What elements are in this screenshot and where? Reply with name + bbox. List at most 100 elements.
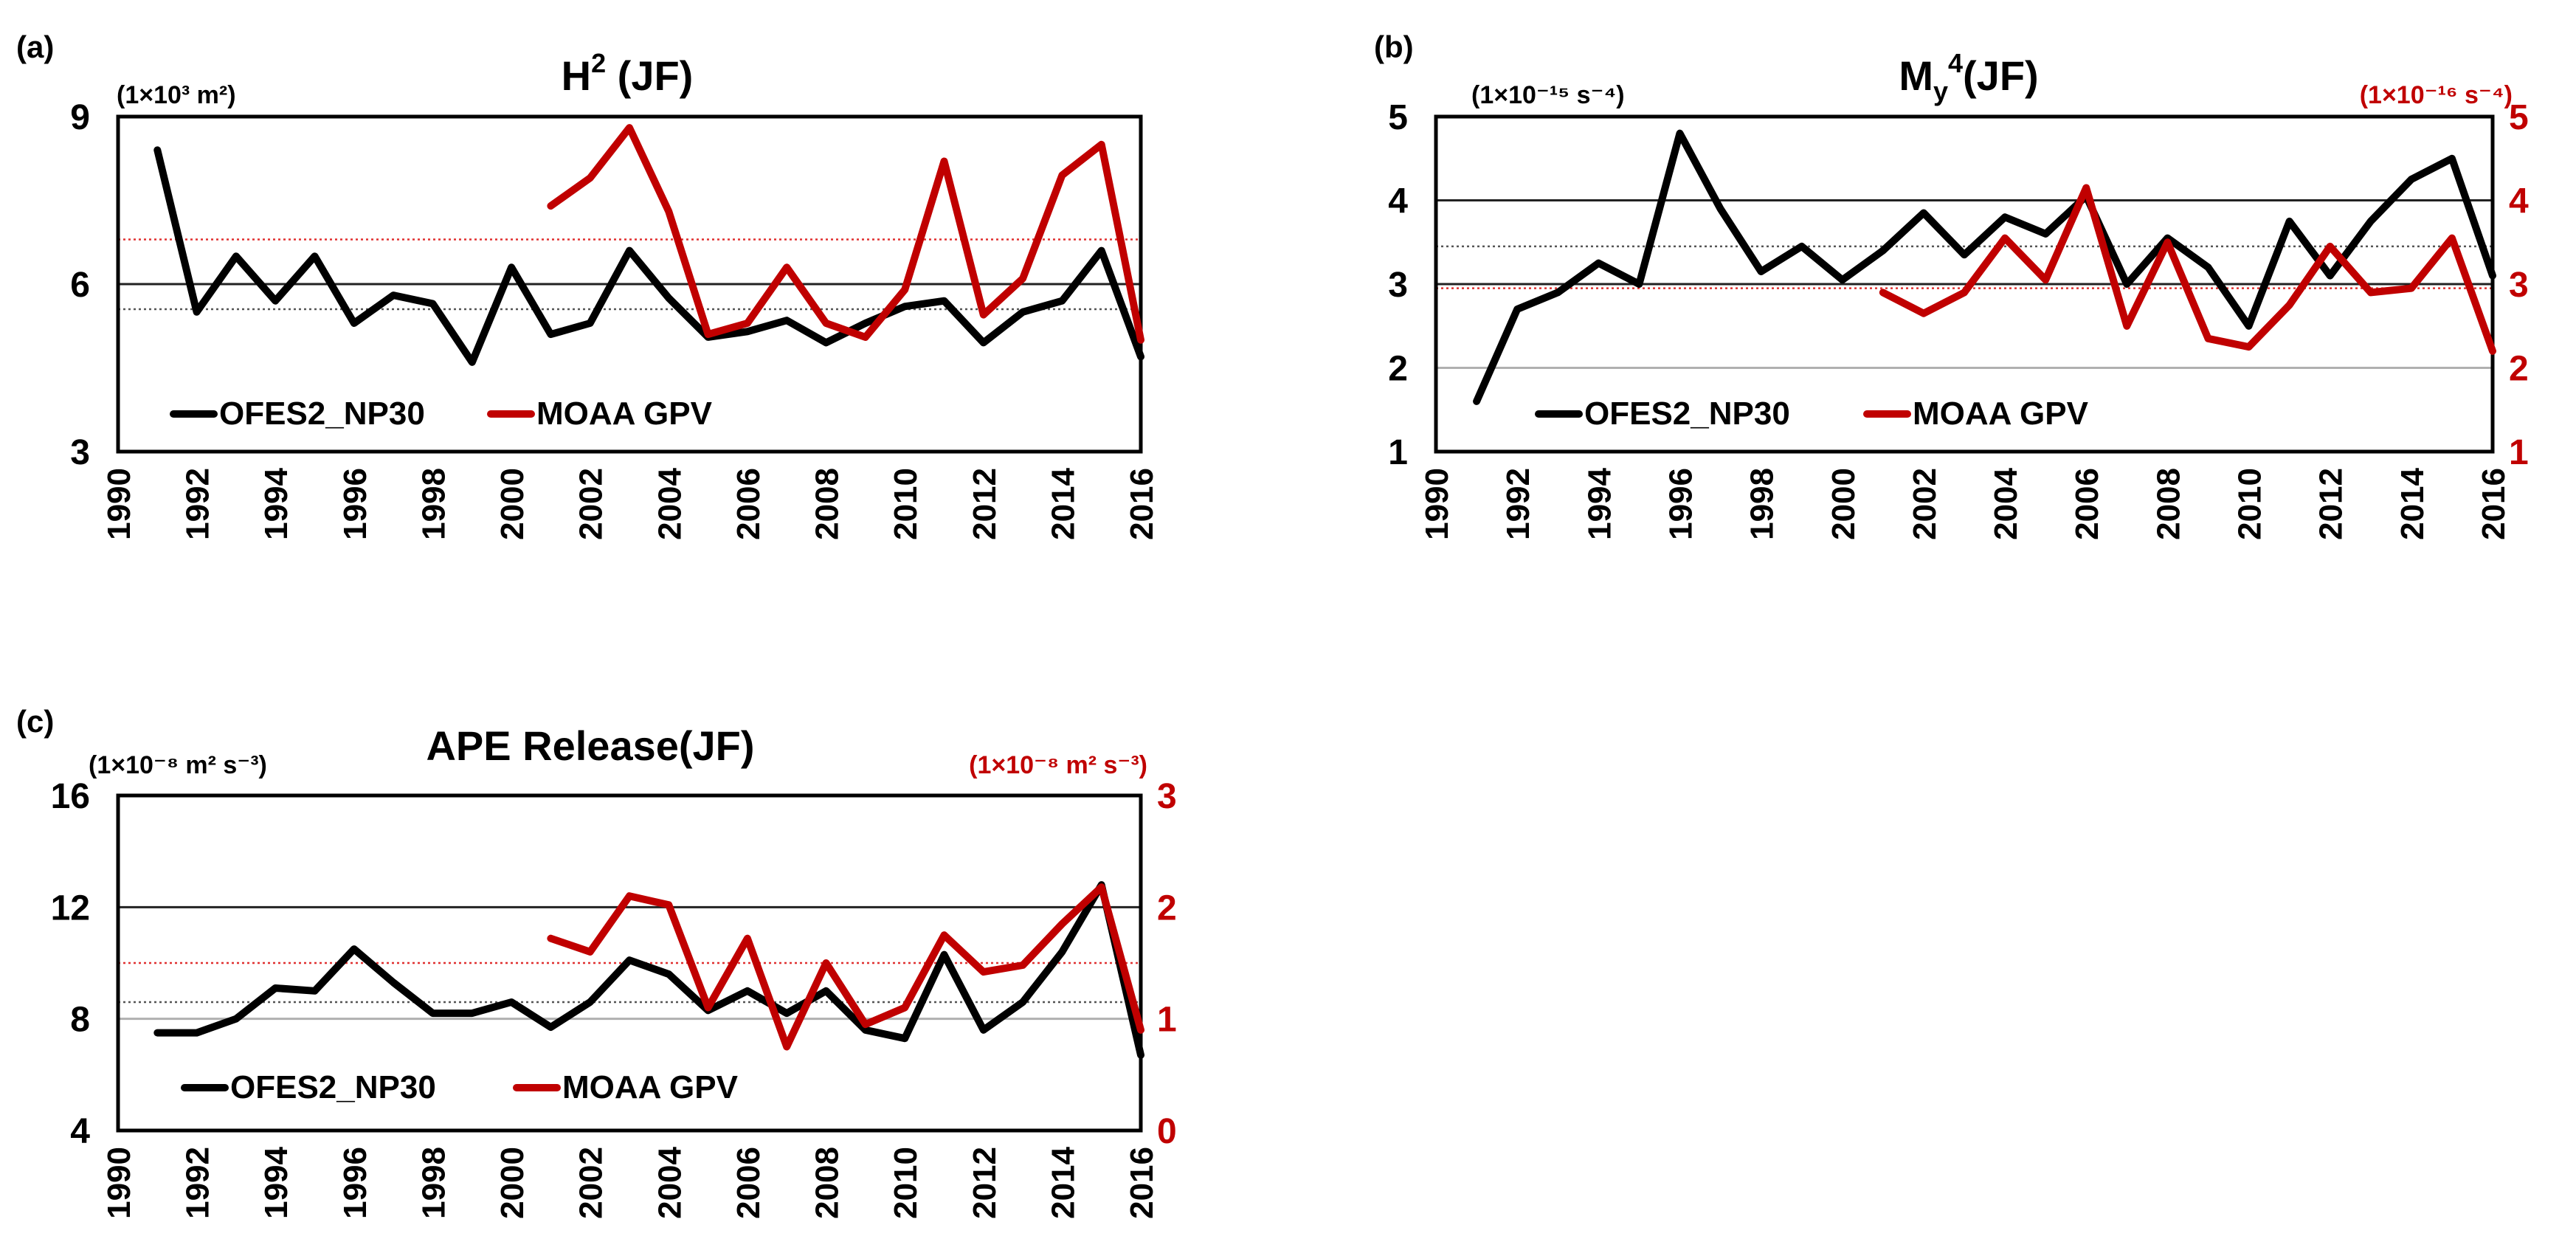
y-tick-label-right: 5 <box>2509 98 2529 137</box>
x-tick-label: 2012 <box>2313 468 2349 540</box>
x-tick-label: 2014 <box>1045 1146 1081 1218</box>
x-tick-label: 2010 <box>888 1147 924 1219</box>
x-tick-label: 2002 <box>1907 468 1943 540</box>
x-tick-label: 2000 <box>494 468 531 540</box>
panel-c: (c) APE Release(JF) (1×10⁻⁸ m² s⁻³) (1×10⁻⁸… <box>16 704 1177 1219</box>
chart-title: H2 (JF) <box>562 48 694 99</box>
x-tick-label: 1992 <box>180 468 216 540</box>
x-tick-label: 2006 <box>731 468 767 540</box>
legend-label: OFES2_NP30 <box>1584 396 1790 432</box>
y-tick-label-left: 4 <box>1388 182 1408 221</box>
title-main: M <box>1899 52 1933 99</box>
series-line-ofes2-np30 <box>153 146 1144 366</box>
x-tick-label: 1998 <box>415 468 452 540</box>
x-tick-label: 2016 <box>1124 1147 1160 1219</box>
y-tick-label-left: 8 <box>70 1001 90 1040</box>
legend-label: OFES2_NP30 <box>219 396 425 432</box>
y-tick-label-left: 1 <box>1388 433 1408 472</box>
x-tick-label: 2014 <box>2394 467 2431 539</box>
plot-frame <box>116 793 1143 1133</box>
x-tick-label: 2008 <box>809 468 846 540</box>
y-tick-label-right: 3 <box>1157 777 1177 816</box>
x-tick-label: 1996 <box>337 1147 373 1219</box>
x-tick-label: 2002 <box>573 468 610 540</box>
y-tick-label-right: 0 <box>1157 1112 1177 1151</box>
x-tick-label: 2016 <box>1124 468 1160 540</box>
series-line-moaa-gpv <box>547 883 1144 1051</box>
x-tick-label: 1998 <box>415 1147 452 1219</box>
chart-title: APE Release(JF) <box>426 722 754 769</box>
y-tick-label-left: 3 <box>1388 266 1408 305</box>
series-line-moaa-gpv <box>547 124 1144 344</box>
x-tick-label: 2008 <box>809 1147 846 1219</box>
x-tick-label: 1992 <box>180 1147 216 1219</box>
legend-label: OFES2_NP30 <box>230 1069 436 1105</box>
series-line-ofes2-np30 <box>1473 129 2496 405</box>
title-main: H <box>562 52 591 99</box>
series-line-moaa-gpv <box>1879 184 2496 355</box>
x-tick-label: 2004 <box>652 467 688 539</box>
y-tick-label-left: 9 <box>70 98 90 137</box>
panel-label: (c) <box>16 704 54 739</box>
x-tick-label: 2006 <box>2069 468 2105 540</box>
y-tick-label-left: 12 <box>51 888 90 928</box>
x-tick-label: 1990 <box>1419 468 1455 540</box>
chart-title: My4(JF) <box>1899 48 2038 106</box>
y-tick-label-right: 1 <box>2509 433 2529 472</box>
x-tick-label: 1990 <box>101 1147 137 1219</box>
x-tick-label: 2000 <box>1826 468 1862 540</box>
legend-label: MOAA GPV <box>562 1069 739 1105</box>
y-tick-label-right: 2 <box>2509 350 2529 389</box>
x-tick-label: 2010 <box>888 468 924 540</box>
legend-label: MOAA GPV <box>536 396 713 432</box>
x-tick-label: 2004 <box>1988 467 2024 539</box>
y-tick-label-right: 1 <box>1157 1001 1177 1040</box>
y-tick-label-right: 4 <box>2509 182 2529 221</box>
right-unit-label: (1×10⁻¹⁶ s⁻⁴) <box>2360 81 2513 109</box>
legend-label: MOAA GPV <box>1913 396 2089 432</box>
title-main: APE Release(JF) <box>426 722 754 769</box>
x-tick-label: 1994 <box>258 467 294 539</box>
left-unit-label: (1×10⁻⁸ m² s⁻³) <box>89 751 267 779</box>
panel-b: (b)My4(JF)(1×10⁻¹⁵ s⁻⁴) (1×10⁻¹⁶ s⁻⁴)1234… <box>1374 30 2529 540</box>
y-tick-label-left: 6 <box>70 266 90 305</box>
right-unit-label: (1×10⁻⁸ m² s⁻³) <box>969 751 1147 779</box>
x-tick-label: 2012 <box>967 468 1003 540</box>
x-tick-label: 1996 <box>337 468 373 540</box>
series-line-ofes2-np30 <box>153 881 1144 1059</box>
panel-a: (a) H2 (JF) (1×10³ m²) 3 6 9 1990 1992 1994 1996 1… <box>16 30 1160 540</box>
y-tick-label-left: 3 <box>70 433 90 472</box>
x-tick-label: 2010 <box>2232 468 2268 540</box>
x-tick-label: 2006 <box>731 1147 767 1219</box>
x-tick-label: 2014 <box>1045 467 1081 539</box>
y-tick-label-left: 16 <box>51 777 90 816</box>
left-unit-label: (1×10³ m²) <box>117 81 236 109</box>
panel-label: (a) <box>16 30 54 64</box>
x-tick-label: 1994 <box>1581 467 1617 539</box>
title-subscript: y <box>1933 76 1948 106</box>
x-tick-label: 1992 <box>1500 468 1536 540</box>
title-superscript: 2 <box>591 48 606 78</box>
x-tick-label: 1996 <box>1662 468 1699 540</box>
panel-label: (b) <box>1374 30 1414 64</box>
x-tick-label: 2012 <box>967 1147 1003 1219</box>
y-tick-label-left: 4 <box>70 1112 90 1151</box>
title-rest: (JF) <box>1963 52 2039 99</box>
x-tick-label: 1994 <box>258 1146 294 1218</box>
plot-frame <box>116 114 1143 454</box>
x-tick-label: 2016 <box>2476 468 2512 540</box>
x-tick-label: 2004 <box>652 1146 688 1218</box>
x-tick-label: 1998 <box>1744 468 1781 540</box>
y-tick-label-left: 5 <box>1388 98 1408 137</box>
x-tick-label: 2000 <box>494 1147 531 1219</box>
title-rest: (JF) <box>606 52 693 99</box>
plot-frame <box>1434 114 2495 454</box>
left-unit-label: (1×10⁻¹⁵ s⁻⁴) <box>1471 81 1625 109</box>
title-superscript: 4 <box>1948 48 1963 78</box>
x-tick-label: 2002 <box>573 1147 610 1219</box>
y-tick-label-right: 3 <box>2509 266 2529 305</box>
y-tick-label-left: 2 <box>1388 350 1408 389</box>
x-tick-label: 1990 <box>101 468 137 540</box>
x-tick-label: 2008 <box>2150 468 2186 540</box>
